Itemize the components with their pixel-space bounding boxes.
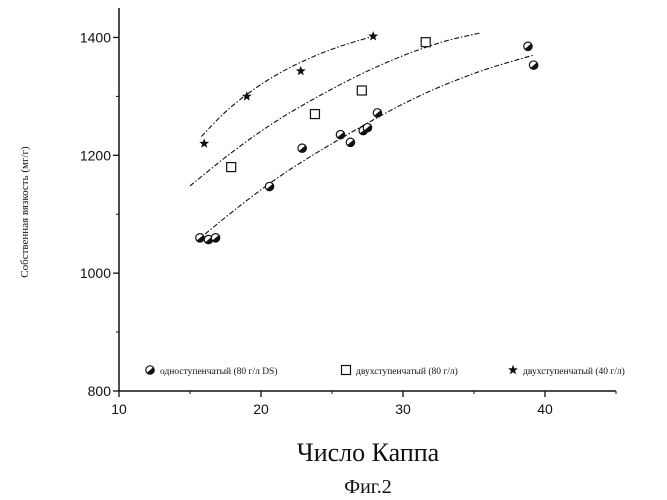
legend: одноступенчатый (80 г/л DS) двухступенчат… bbox=[146, 365, 625, 377]
data-point-s1 bbox=[227, 163, 236, 172]
legend-marker-1 bbox=[342, 366, 351, 375]
data-point-s0 bbox=[529, 61, 539, 71]
y-axis-label: Собственная вязкость (мг/г) bbox=[19, 146, 31, 278]
data-points bbox=[196, 31, 540, 245]
data-point-s1 bbox=[310, 110, 319, 119]
data-point-s1 bbox=[357, 86, 366, 95]
data-point-s0 bbox=[298, 144, 308, 154]
y-tick-label: 1400 bbox=[80, 29, 111, 45]
legend-label-0: одноступенчатый (80 г/л DS) bbox=[160, 366, 278, 377]
fit-lines bbox=[190, 33, 534, 241]
data-point-s2 bbox=[368, 31, 378, 40]
y-tick-label: 1000 bbox=[80, 265, 111, 281]
x-tick-label: 10 bbox=[111, 401, 127, 417]
figure-caption: Фиг.2 bbox=[344, 476, 391, 498]
data-point-s0 bbox=[524, 42, 534, 52]
x-tick-label: 30 bbox=[395, 401, 411, 417]
data-point-s1 bbox=[421, 38, 430, 47]
data-point-s2 bbox=[296, 66, 306, 75]
data-point-s0 bbox=[373, 109, 383, 119]
data-point-s0 bbox=[346, 138, 356, 148]
data-point-s2 bbox=[199, 138, 209, 147]
legend-label-1: двухступенчатый (80 г/л) bbox=[356, 366, 458, 377]
legend-marker-0 bbox=[146, 366, 156, 376]
legend-marker-2 bbox=[508, 365, 518, 374]
fit-line-0 bbox=[197, 55, 533, 241]
y-tick-label: 1200 bbox=[80, 147, 111, 163]
x-axis-label: Число Каппа bbox=[297, 438, 440, 467]
x-tick-label: 20 bbox=[253, 401, 269, 417]
y-tick-label: 800 bbox=[88, 383, 112, 399]
x-tick-label: 40 bbox=[537, 401, 553, 417]
data-point-s0 bbox=[265, 182, 275, 192]
data-point-s0 bbox=[211, 234, 221, 244]
data-point-s0 bbox=[336, 130, 346, 140]
data-point-s2 bbox=[242, 91, 252, 100]
fit-line-2 bbox=[201, 36, 373, 136]
legend-label-2: двухступенчатый (40 г/л) bbox=[523, 366, 625, 377]
